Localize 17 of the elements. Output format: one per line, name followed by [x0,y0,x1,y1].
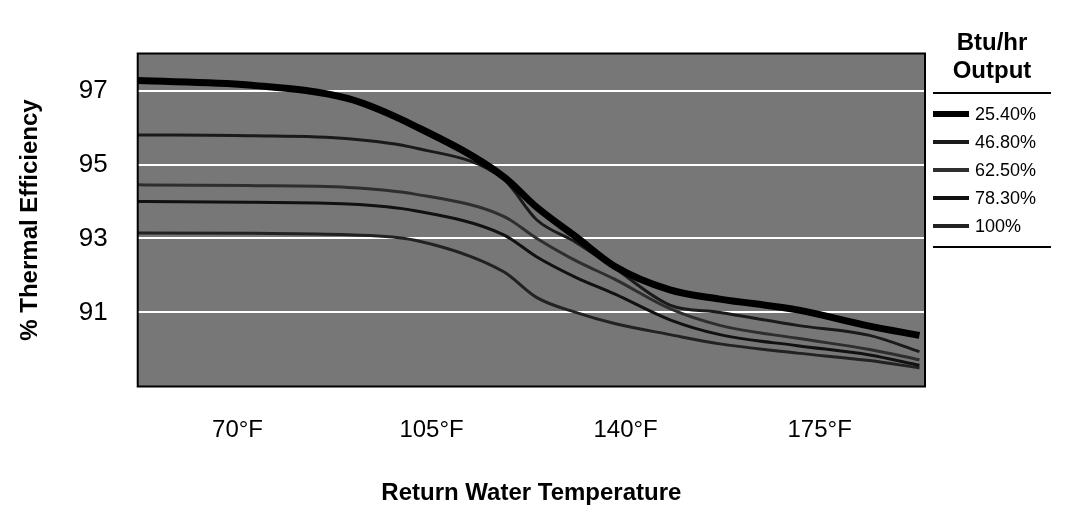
y-tick-label: 95 [78,147,108,178]
x-tick-label: 105°F [399,415,464,443]
legend-label: 62.50% [975,159,1037,181]
y-tick-label: 93 [78,221,108,252]
y-axis-title: % Thermal Efficiency [15,98,43,341]
legend-label: 25.40% [975,103,1037,125]
x-axis-title: Return Water Temperature [381,478,682,506]
x-tick-label: 70°F [212,415,263,443]
legend-label: 100% [975,215,1022,237]
y-tick-label: 91 [78,295,108,326]
legend-title: Btu/hr Output [933,28,1051,94]
y-tick-label: 97 [78,73,108,104]
legend-label: 78.30% [975,187,1037,209]
x-tick-label: 175°F [787,415,852,443]
x-tick-label: 140°F [593,415,658,443]
line-series [137,231,921,370]
legend-label: 46.80% [975,131,1037,153]
